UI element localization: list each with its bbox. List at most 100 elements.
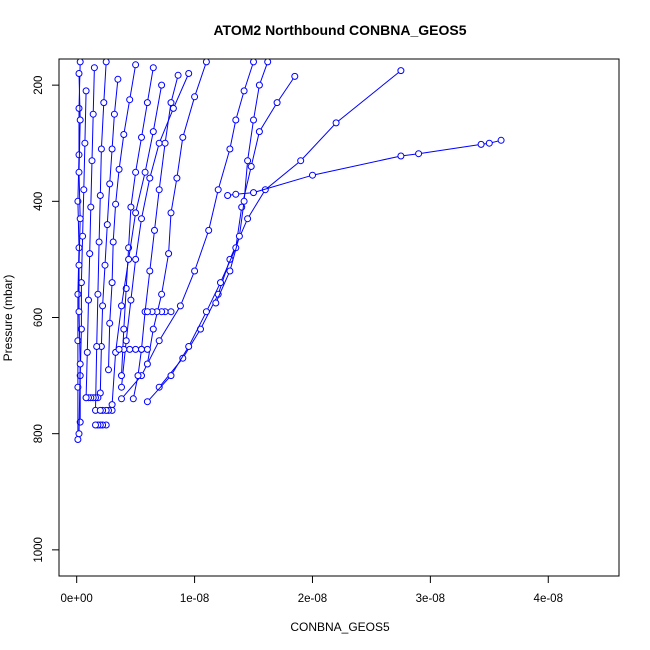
data-point <box>132 209 140 217</box>
data-point <box>109 238 117 246</box>
data-point <box>185 343 193 350</box>
data-point <box>138 215 145 223</box>
data-point <box>114 75 122 83</box>
x-tick-label: 0e+00 <box>61 593 93 605</box>
data-point <box>96 406 104 414</box>
data-point <box>110 110 118 118</box>
series-6 <box>118 70 193 391</box>
x-tick-label: 3e-08 <box>416 593 445 605</box>
data-point <box>120 131 128 138</box>
data-point <box>224 192 232 199</box>
data-point <box>85 296 92 304</box>
series-line <box>95 61 107 411</box>
data-point <box>165 250 173 258</box>
data-point <box>101 261 109 269</box>
data-point <box>125 255 133 263</box>
data-point <box>141 168 149 176</box>
data-point <box>291 72 299 80</box>
data-point <box>105 366 112 374</box>
data-point <box>126 345 134 353</box>
chart-title: ATOM2 Northbound CONBNA_GEOS5 <box>213 22 466 38</box>
data-point <box>75 104 83 112</box>
x-tick-label: 1e-08 <box>180 593 209 605</box>
data-point <box>415 150 423 158</box>
data-point <box>81 139 89 147</box>
data-point <box>76 116 84 124</box>
data-point <box>297 157 305 165</box>
data-point <box>97 145 105 153</box>
data-point <box>250 116 257 124</box>
series-2 <box>155 67 405 391</box>
data-point <box>217 279 224 287</box>
y-tick-label: 1000 <box>33 537 45 563</box>
data-point <box>88 157 96 165</box>
data-point <box>174 71 182 79</box>
data-point <box>202 308 210 316</box>
data-point <box>120 325 128 333</box>
data-point <box>250 189 257 197</box>
data-point <box>99 302 107 310</box>
data-point <box>127 203 135 211</box>
data-point <box>146 174 154 182</box>
y-tick-label: 200 <box>33 76 45 95</box>
data-point <box>235 232 243 240</box>
data-point <box>247 163 255 170</box>
data-point <box>146 267 154 275</box>
data-point <box>94 290 102 298</box>
data-point <box>134 372 142 380</box>
series-layer <box>74 59 505 443</box>
series-12 <box>92 59 110 414</box>
series-line <box>215 61 269 304</box>
data-point <box>118 302 125 310</box>
x-axis-label: CONBNA_GEOS5 <box>290 620 390 634</box>
data-point <box>149 325 157 333</box>
data-point <box>167 209 175 217</box>
data-point <box>118 372 125 380</box>
data-point <box>169 104 177 112</box>
data-point <box>167 99 175 107</box>
series-8 <box>105 61 140 374</box>
data-point <box>90 64 98 72</box>
data-point <box>92 421 99 429</box>
data-point <box>167 308 175 316</box>
series-20 <box>82 394 102 402</box>
data-point <box>173 174 181 182</box>
data-point <box>155 139 163 147</box>
data-point <box>102 59 110 66</box>
data-point <box>332 119 340 127</box>
data-point <box>80 186 88 194</box>
data-point <box>108 279 116 287</box>
data-point <box>108 145 116 153</box>
data-point <box>74 436 82 443</box>
y-tick-label: 400 <box>33 192 45 211</box>
data-point <box>82 394 90 402</box>
data-point <box>191 93 199 101</box>
data-point <box>179 133 187 141</box>
data-point <box>185 70 193 77</box>
data-point <box>155 337 163 345</box>
data-point <box>83 348 91 356</box>
y-axis: 200 400 600 800 1000 <box>33 76 59 563</box>
data-point <box>129 395 137 403</box>
series-7 <box>118 64 157 380</box>
data-point <box>87 203 95 211</box>
data-point <box>75 430 83 438</box>
data-point <box>76 215 84 223</box>
data-point <box>240 87 248 95</box>
data-point <box>122 337 130 345</box>
data-point <box>126 96 134 104</box>
x-axis: 0e+00 1e-08 2e-08 3e-08 4e-08 <box>61 576 563 605</box>
data-point <box>112 200 120 208</box>
data-point <box>179 354 187 362</box>
data-point <box>497 136 505 144</box>
data-point <box>143 398 151 406</box>
series-line <box>158 70 402 388</box>
series-line <box>132 75 179 399</box>
data-point <box>158 81 166 89</box>
data-point <box>118 395 125 403</box>
data-point <box>118 383 125 391</box>
series-line <box>78 73 81 434</box>
data-point <box>106 319 114 327</box>
series-3 <box>224 136 505 199</box>
